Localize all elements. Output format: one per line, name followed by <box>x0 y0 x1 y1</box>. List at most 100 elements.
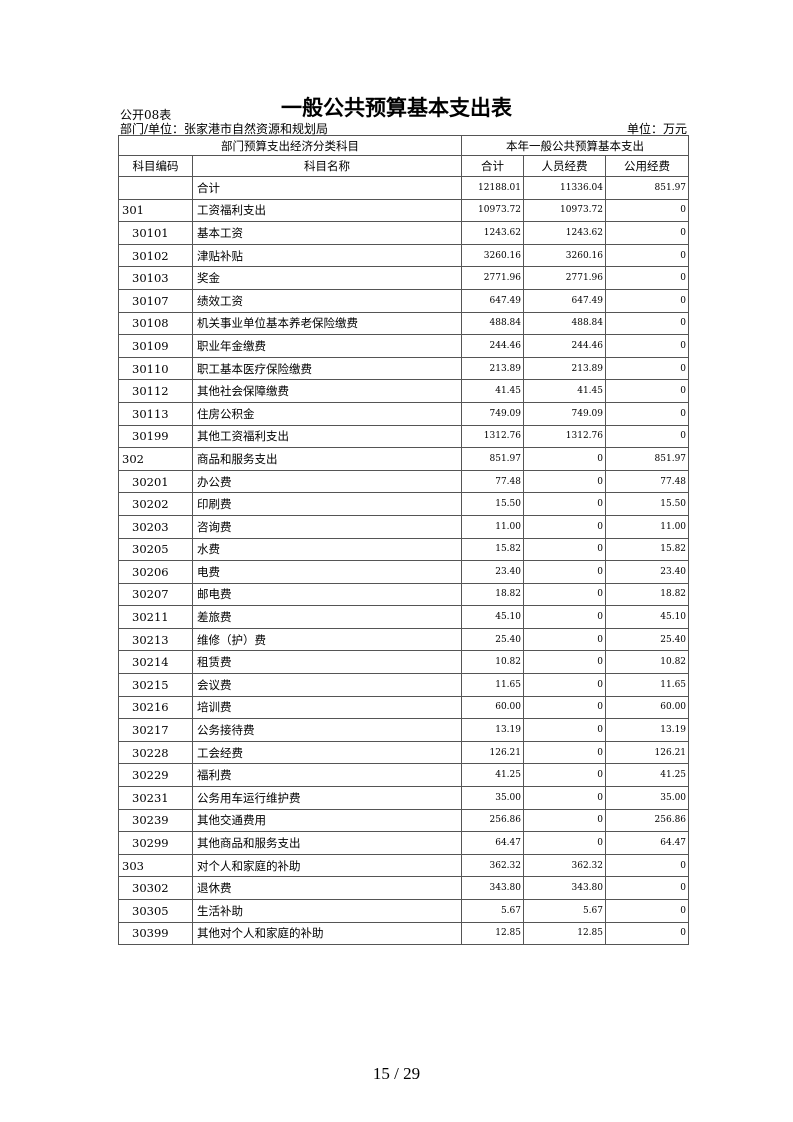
cell-public: 0 <box>604 198 690 223</box>
cell-code: 30110 <box>118 356 193 381</box>
cell-total: 18.82 <box>461 582 524 607</box>
cell-total: 10.82 <box>461 650 524 675</box>
cell-code: 30201 <box>118 469 193 494</box>
cell-public: 0 <box>604 401 690 426</box>
cell-code: 30302 <box>118 876 193 900</box>
cell-public: 0 <box>604 266 690 290</box>
cell-code: 303 <box>118 853 193 878</box>
cell-personnel: 343.80 <box>523 876 606 900</box>
column-header-total: 合计 <box>461 155 524 177</box>
cell-total: 647.49 <box>461 288 524 313</box>
cell-name: 机关事业单位基本养老保险缴费 <box>192 311 462 336</box>
table-row: 30199 其他工资福利支出 1312.76 1312.76 0 <box>118 424 690 449</box>
table-row: 30302 退休费 343.80 343.80 0 <box>118 876 690 900</box>
cell-name: 维修（护）费 <box>192 627 462 652</box>
cell-code: 30216 <box>118 695 193 720</box>
page-number: 15 / 29 <box>372 1064 421 1083</box>
cell-total: 77.48 <box>461 469 524 494</box>
cell-personnel: 0 <box>523 808 606 833</box>
cell-name: 印刷费 <box>192 492 462 516</box>
cell-public: 0 <box>604 876 690 900</box>
cell-public: 11.65 <box>604 673 690 697</box>
table-row: 30213 维修（护）费 25.40 0 25.40 <box>118 627 690 652</box>
table-row: 30203 咨询费 11.00 0 11.00 <box>118 514 690 539</box>
cell-public: 0 <box>604 356 690 381</box>
cell-public: 0 <box>604 424 690 449</box>
cell-personnel: 0 <box>523 740 606 765</box>
cell-code: 30113 <box>118 401 193 426</box>
cell-name: 其他对个人和家庭的补助 <box>192 921 462 946</box>
cell-code: 30207 <box>118 582 193 607</box>
table-row: 30202 印刷费 15.50 0 15.50 <box>118 492 690 516</box>
cell-public: 64.47 <box>604 831 690 855</box>
cell-total: 60.00 <box>461 695 524 720</box>
cell-public: 10.82 <box>604 650 690 675</box>
page-title: 一般公共预算基本支出表 <box>281 96 512 120</box>
cell-total: 11.65 <box>461 673 524 697</box>
table-row: 30211 差旅费 45.10 0 45.10 <box>118 605 690 629</box>
cell-name: 办公费 <box>192 469 462 494</box>
cell-personnel: 41.45 <box>523 379 606 403</box>
table-row: 30110 职工基本医疗保险缴费 213.89 213.89 0 <box>118 356 690 381</box>
cell-total: 126.21 <box>461 740 524 765</box>
cell-name: 其他商品和服务支出 <box>192 831 462 855</box>
table-row: 30201 办公费 77.48 0 77.48 <box>118 469 690 494</box>
cell-code: 30103 <box>118 266 193 290</box>
cell-code: 30101 <box>118 221 193 245</box>
cell-code: 30107 <box>118 288 193 313</box>
table-row: 30109 职业年金缴费 244.46 244.46 0 <box>118 334 690 358</box>
cell-code: 30202 <box>118 492 193 516</box>
cell-public: 15.50 <box>604 492 690 516</box>
cell-personnel: 0 <box>523 627 606 652</box>
cell-total: 35.00 <box>461 786 524 810</box>
cell-total: 851.97 <box>461 447 524 471</box>
cell-name: 生活补助 <box>192 899 462 923</box>
cell-name: 其他社会保障缴费 <box>192 379 462 403</box>
cell-personnel: 10973.72 <box>523 198 606 223</box>
cell-public: 0 <box>604 921 690 946</box>
cell-public: 60.00 <box>604 695 690 720</box>
cell-personnel: 647.49 <box>523 288 606 313</box>
cell-public: 15.82 <box>604 537 690 562</box>
table-row: 30101 基本工资 1243.62 1243.62 0 <box>118 221 690 245</box>
cell-code: 30205 <box>118 537 193 562</box>
table-row: 30399 其他对个人和家庭的补助 12.85 12.85 0 <box>118 921 690 946</box>
department-label: 部门/单位：张家港市自然资源和规划局 <box>120 122 329 136</box>
cell-code: 302 <box>118 447 193 471</box>
table-row: 合计 12188.01 11336.04 851.97 <box>118 176 690 200</box>
cell-public: 77.48 <box>604 469 690 494</box>
cell-total: 362.32 <box>461 853 524 878</box>
cell-name: 公务用车运行维护费 <box>192 786 462 810</box>
cell-name: 绩效工资 <box>192 288 462 313</box>
cell-personnel: 0 <box>523 560 606 584</box>
cell-total: 23.40 <box>461 560 524 584</box>
cell-total: 41.25 <box>461 763 524 788</box>
cell-total: 25.40 <box>461 627 524 652</box>
cell-public: 0 <box>604 379 690 403</box>
cell-total: 488.84 <box>461 311 524 336</box>
cell-total: 2771.96 <box>461 266 524 290</box>
table-row: 30215 会议费 11.65 0 11.65 <box>118 673 690 697</box>
table-row: 30214 租赁费 10.82 0 10.82 <box>118 650 690 675</box>
cell-personnel: 11336.04 <box>523 176 606 200</box>
table-row: 30206 电费 23.40 0 23.40 <box>118 560 690 584</box>
cell-public: 0 <box>604 311 690 336</box>
cell-public: 0 <box>604 853 690 878</box>
cell-name: 租赁费 <box>192 650 462 675</box>
table-row: 30107 绩效工资 647.49 647.49 0 <box>118 288 690 313</box>
cell-code: 30211 <box>118 605 193 629</box>
table-row: 30207 邮电费 18.82 0 18.82 <box>118 582 690 607</box>
cell-name: 商品和服务支出 <box>192 447 462 471</box>
cell-name: 合计 <box>192 176 462 200</box>
cell-code: 30203 <box>118 514 193 539</box>
cell-name: 基本工资 <box>192 221 462 245</box>
cell-total: 256.86 <box>461 808 524 833</box>
cell-personnel: 0 <box>523 695 606 720</box>
cell-personnel: 244.46 <box>523 334 606 358</box>
cell-code: 30239 <box>118 808 193 833</box>
table-row: 30217 公务接待费 13.19 0 13.19 <box>118 718 690 742</box>
table-row: 30205 水费 15.82 0 15.82 <box>118 537 690 562</box>
column-header-code: 科目编码 <box>118 155 193 177</box>
cell-total: 3260.16 <box>461 243 524 268</box>
